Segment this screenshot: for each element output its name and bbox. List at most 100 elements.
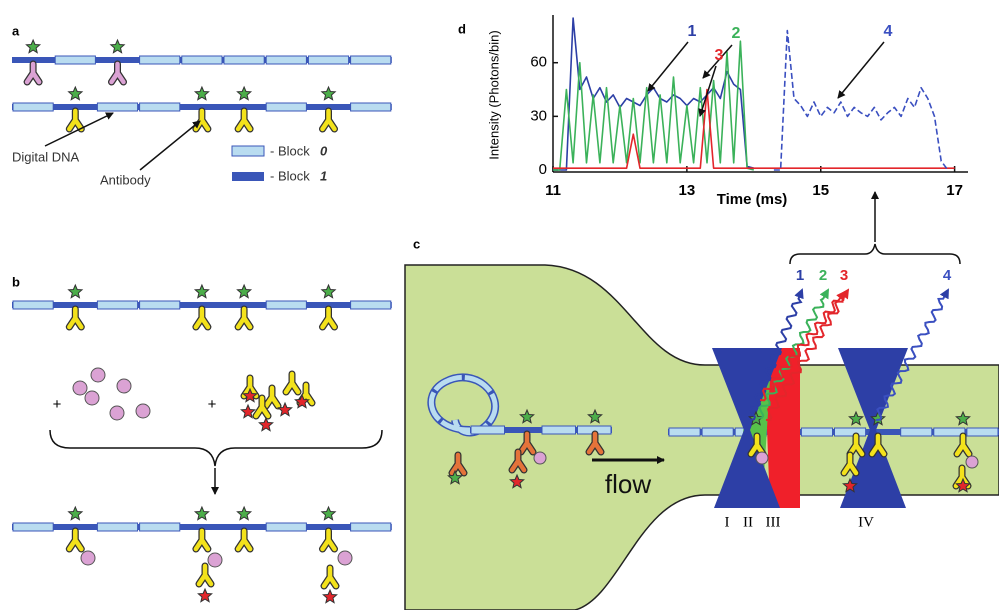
shapes <box>12 38 999 604</box>
arrow <box>837 41 885 99</box>
label: Antibody <box>100 172 151 187</box>
x-tick-label: 17 <box>946 182 963 199</box>
y-tick-label: 0 <box>539 161 547 178</box>
dna-block <box>350 522 392 532</box>
bead <box>207 552 223 568</box>
bead <box>755 451 769 465</box>
star <box>842 477 858 493</box>
star <box>320 505 337 521</box>
antibody <box>283 371 301 395</box>
flow-label: flow <box>605 469 651 499</box>
antibody <box>24 61 42 85</box>
dna-block <box>265 300 307 310</box>
star <box>240 403 256 419</box>
star <box>236 283 253 299</box>
star <box>848 410 864 426</box>
star <box>748 410 764 426</box>
annotation: 4 <box>884 23 893 40</box>
dna-block <box>966 427 999 437</box>
annotation: 1 <box>688 23 697 40</box>
bead <box>533 451 547 465</box>
star <box>193 505 210 521</box>
antibody <box>196 563 214 587</box>
star <box>277 401 293 417</box>
star <box>67 85 84 101</box>
dna-block <box>834 427 867 437</box>
bead <box>109 405 125 421</box>
legend-text: - Block <box>270 168 310 183</box>
antibody <box>253 395 271 419</box>
dna-strand <box>470 427 612 433</box>
dna-block <box>350 102 392 112</box>
bead <box>116 378 132 394</box>
star <box>197 587 213 603</box>
star <box>322 588 338 604</box>
antibody <box>320 528 337 552</box>
y-tick-label: 30 <box>530 107 547 124</box>
bead <box>80 550 96 566</box>
star <box>294 393 310 409</box>
antibody <box>954 433 972 457</box>
dna-block <box>668 427 701 437</box>
arrow <box>702 44 733 79</box>
region-label: IV <box>858 514 874 530</box>
legend-text: - Block <box>270 143 310 158</box>
y-tick-label: 60 <box>530 54 547 71</box>
dna-block <box>181 55 223 65</box>
emission <box>759 290 847 402</box>
dna-block <box>96 300 139 310</box>
region-label: I <box>725 514 730 530</box>
series-line <box>553 40 755 171</box>
antibody <box>193 528 211 552</box>
star <box>587 408 603 424</box>
dna-block <box>265 522 307 532</box>
dna-strand <box>12 104 392 110</box>
dna-block <box>307 55 350 65</box>
antibody <box>235 306 253 330</box>
antibody <box>109 61 126 85</box>
legend-index: 0 <box>320 143 328 158</box>
dna-strand <box>12 524 392 530</box>
bead <box>90 367 106 383</box>
antibody <box>449 452 467 476</box>
antibody <box>518 431 536 455</box>
dna-block <box>701 427 734 437</box>
panel-label: b <box>12 274 20 289</box>
dna-block <box>265 55 307 65</box>
annotation: 2 <box>732 25 741 42</box>
dna-block <box>800 427 834 437</box>
plus: + <box>208 396 217 413</box>
dna-block <box>541 425 576 435</box>
dna-strand <box>12 302 392 308</box>
dna-block <box>12 522 54 532</box>
dna-block <box>265 102 307 112</box>
antibody <box>67 108 84 132</box>
antibody <box>586 431 604 455</box>
dna-block <box>139 55 181 65</box>
bead <box>135 403 151 419</box>
star <box>193 283 210 299</box>
region-label: III <box>766 514 781 530</box>
dna-block <box>96 102 139 112</box>
star <box>955 410 971 426</box>
brace <box>789 243 961 265</box>
plus: + <box>53 396 62 413</box>
brace <box>49 429 383 467</box>
arrow <box>139 120 201 171</box>
dna-block <box>139 522 181 532</box>
legend-index: 1 <box>320 168 327 183</box>
annotations: 1 2 3 4 <box>647 23 893 117</box>
star <box>955 477 971 493</box>
series-line <box>773 29 949 171</box>
bead <box>84 390 100 406</box>
bead <box>965 455 979 469</box>
star <box>447 469 463 485</box>
dna-strand <box>668 429 999 435</box>
arrow <box>647 41 689 92</box>
signal-label: 3 <box>840 267 848 284</box>
antibody <box>841 452 859 476</box>
dna-block <box>96 522 139 532</box>
x-tick-label: 13 <box>679 182 696 199</box>
star <box>25 38 42 54</box>
